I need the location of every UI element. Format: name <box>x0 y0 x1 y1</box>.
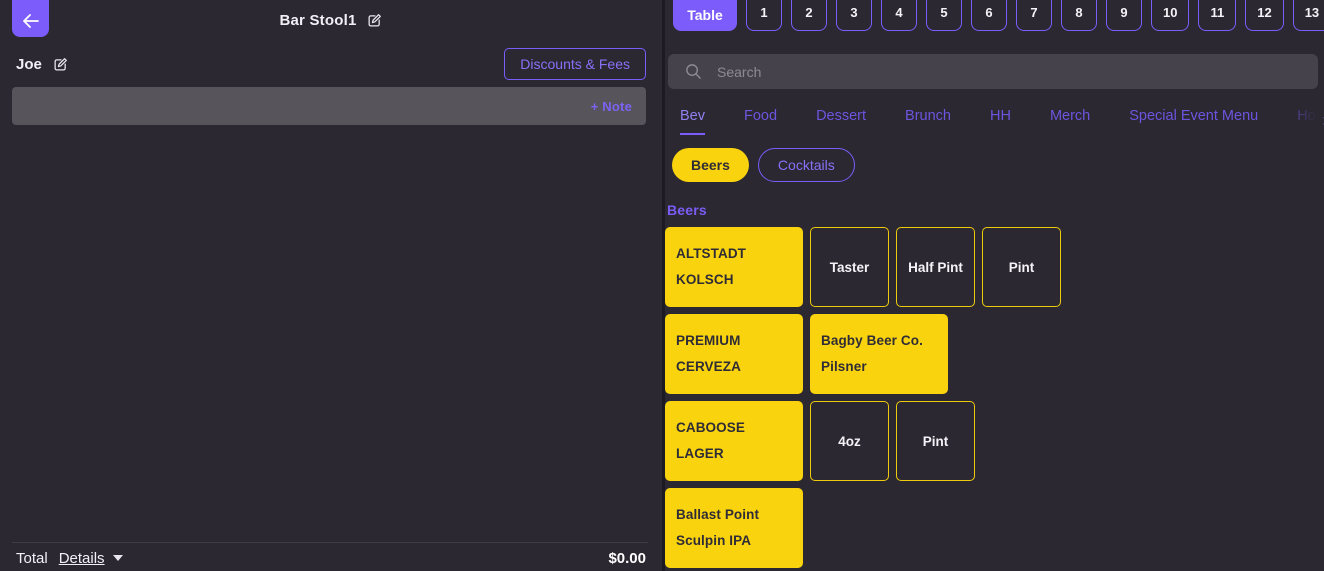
tab-hh[interactable]: HH <box>989 108 1011 124</box>
tab-special-event-menu[interactable]: Special Event Menu <box>1129 108 1259 124</box>
tab-dessert[interactable]: Dessert <box>816 108 867 124</box>
details-toggle[interactable]: Details <box>58 549 105 567</box>
menu-row: PREMIUM CERVEZA Bagby Beer Co. Pilsner <box>665 314 1061 394</box>
panel-divider <box>662 0 665 571</box>
table-number-button-13[interactable]: 13 <box>1292 0 1324 31</box>
search-bar[interactable] <box>668 54 1318 89</box>
menu-item-button[interactable]: Ballast Point Sculpin IPA <box>665 488 803 568</box>
back-button[interactable] <box>12 0 49 37</box>
table-number-button-12[interactable]: 12 <box>1245 0 1284 31</box>
order-panel: Bar Stool1 Joe Discounts & Fees <box>12 0 648 571</box>
customer-name-wrap: Joe <box>16 56 69 73</box>
table-number-button-6[interactable]: 6 <box>971 0 1007 31</box>
table-number-button-8[interactable]: 8 <box>1061 0 1097 31</box>
menu-tabs: Bev Food Dessert Brunch HH Merch Special… <box>680 108 1324 135</box>
menu-item-button[interactable]: ALTSTADT KOLSCH <box>665 227 803 307</box>
total-bar: Total Details $0.00 <box>12 542 648 571</box>
tab-bev[interactable]: Bev <box>680 108 705 135</box>
pill-cocktails[interactable]: Cocktails <box>757 148 855 182</box>
edit-customer-icon[interactable] <box>52 56 69 73</box>
table-number-button-9[interactable]: 9 <box>1106 0 1142 31</box>
discounts-fees-button[interactable]: Discounts & Fees <box>504 48 646 80</box>
customer-row: Joe Discounts & Fees <box>16 48 646 80</box>
menu-item-button[interactable]: Bagby Beer Co. Pilsner <box>810 314 948 394</box>
table-number-button-7[interactable]: 7 <box>1016 0 1052 31</box>
tab-brunch[interactable]: Brunch <box>905 108 951 124</box>
table-number-button-4[interactable]: 4 <box>881 0 917 31</box>
menu-panel: Table 1 2 3 4 5 6 7 8 9 10 11 12 13 <box>665 0 1324 571</box>
search-input[interactable] <box>717 63 1318 80</box>
total-label: Total <box>16 549 48 567</box>
add-note-button[interactable]: + Note <box>590 98 632 114</box>
customer-name: Joe <box>16 55 42 73</box>
subcategory-pills: Beers Cocktails <box>672 148 855 182</box>
menu-row: ALTSTADT KOLSCH Taster Half Pint Pint <box>665 227 1061 307</box>
edit-title-icon[interactable] <box>366 12 383 29</box>
pill-beers[interactable]: Beers <box>672 148 749 182</box>
menu-item-button[interactable]: CABOOSE LAGER <box>665 401 803 481</box>
table-selector: Table 1 2 3 4 5 6 7 8 9 10 11 12 13 <box>673 0 1324 31</box>
table-number-button-1[interactable]: 1 <box>746 0 782 31</box>
menu-row: CABOOSE LAGER 4oz Pint <box>665 401 1061 481</box>
variant-button[interactable]: Taster <box>810 227 889 307</box>
tab-merch[interactable]: Merch <box>1049 108 1091 124</box>
table-number-button-5[interactable]: 5 <box>926 0 962 31</box>
section-title: Beers <box>667 202 707 218</box>
variant-button[interactable]: Pint <box>982 227 1061 307</box>
menu-grid: ALTSTADT KOLSCH Taster Half Pint Pint PR… <box>665 227 1061 571</box>
back-arrow-icon <box>22 14 39 28</box>
table-number-button-3[interactable]: 3 <box>836 0 872 31</box>
menu-item-button[interactable]: PREMIUM CERVEZA <box>665 314 803 394</box>
table-number-button-2[interactable]: 2 <box>791 0 827 31</box>
note-bar[interactable]: + Note <box>12 87 646 125</box>
table-number-button-10[interactable]: 10 <box>1151 0 1190 31</box>
table-button[interactable]: Table <box>673 0 737 31</box>
variant-button[interactable]: Half Pint <box>896 227 975 307</box>
caret-down-icon[interactable] <box>112 555 123 561</box>
tab-holiday[interactable]: Holiday <box>1297 108 1324 124</box>
search-icon <box>685 63 702 80</box>
menu-row: Ballast Point Sculpin IPA <box>665 488 1061 568</box>
order-title-row: Bar Stool1 <box>70 9 592 31</box>
variant-button[interactable]: 4oz <box>810 401 889 481</box>
tab-food[interactable]: Food <box>744 108 778 124</box>
total-amount: $0.00 <box>608 549 646 567</box>
variant-button[interactable]: Pint <box>896 401 975 481</box>
order-title: Bar Stool1 <box>279 11 357 29</box>
table-number-button-11[interactable]: 11 <box>1198 0 1237 31</box>
